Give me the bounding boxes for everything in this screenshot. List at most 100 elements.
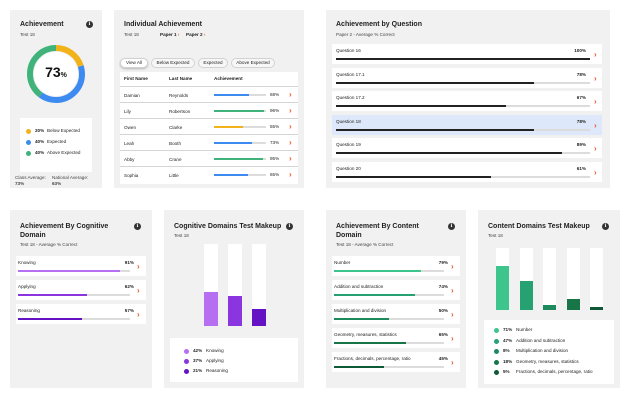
chevron-right-icon[interactable]: › — [451, 334, 454, 343]
domain-row[interactable]: Number 79% › — [332, 256, 460, 276]
legend-percent: 37% — [193, 358, 203, 363]
question-row[interactable]: Question 17.2 67% › — [332, 91, 602, 111]
score-unit: % — [60, 72, 67, 79]
domain-row[interactable]: Geometry, measures, statistics 65% › — [332, 328, 460, 348]
filter-expected[interactable]: Expected — [198, 58, 228, 68]
domain-row[interactable]: Addition and subtraction 74% › — [332, 280, 460, 300]
question-bar — [336, 175, 590, 178]
info-icon[interactable]: i — [286, 223, 293, 230]
achievement-percent: 95% — [270, 156, 280, 161]
chevron-right-icon[interactable]: › — [137, 262, 140, 271]
class-average-value: 73% — [15, 181, 25, 186]
row-divider — [120, 134, 298, 135]
paper-1-link[interactable]: Paper 1 › — [160, 32, 179, 37]
chevron-right-icon[interactable]: › — [289, 122, 292, 131]
table-row[interactable]: Abby Crane 95% › — [120, 151, 298, 167]
achievement-card: Achievement i Test 18 73% 20% Below Expec… — [10, 10, 102, 188]
domain-row[interactable]: Applying 62% › — [16, 280, 146, 300]
info-icon[interactable]: i — [448, 223, 455, 230]
domain-label: Knowing — [18, 260, 36, 265]
table-row[interactable]: Sophia Little 65% › — [120, 167, 298, 183]
domain-label: Fractions, decimals, percentage, ratio — [334, 356, 411, 361]
achievement-by-cognitive-card: Achievement By Cognitive Domain i Test 1… — [10, 210, 152, 388]
legend-label: Reasoning — [206, 368, 228, 373]
table-row[interactable]: Owen Clarke 55% › — [120, 119, 298, 135]
legend-percent: 71% — [503, 327, 513, 332]
legend-label: Addition and subtraction — [516, 337, 566, 343]
content-makeup-card: Content Domains Test Makeup i Test 18 71… — [478, 210, 620, 388]
domain-row[interactable]: Multiplication and division 50% › — [332, 304, 460, 324]
chevron-right-icon[interactable]: › — [451, 286, 454, 295]
table-row[interactable]: Lily Robertson 96% › — [120, 103, 298, 119]
makeup-column — [252, 244, 266, 326]
card-title-line-1: Achievement By Cognitive — [20, 223, 109, 230]
legend-label: Below Expected — [47, 128, 80, 133]
domain-bar — [18, 270, 130, 272]
domain-bar-fill — [334, 270, 421, 272]
header-achievement: Achievement — [214, 76, 243, 81]
domain-row[interactable]: Knowing 91% › — [16, 256, 146, 276]
chevron-right-icon[interactable]: › — [289, 138, 292, 147]
question-bar-fill — [336, 58, 590, 60]
class-average-label: Class Average: — [15, 175, 46, 180]
legend-dot — [494, 328, 499, 333]
table-row[interactable]: Damian Reynolds 68% › — [120, 87, 298, 103]
paper-2-link[interactable]: Paper 2 › — [186, 32, 205, 37]
chevron-right-icon: › — [177, 32, 180, 37]
domain-percent: 65% — [438, 332, 448, 337]
chevron-right-icon[interactable]: › — [594, 144, 597, 153]
chevron-right-icon[interactable]: › — [289, 154, 292, 163]
achievement-bar — [214, 110, 266, 112]
chevron-right-icon[interactable]: › — [289, 106, 292, 115]
table-row[interactable]: Leah Booth 73% › — [120, 135, 298, 151]
score-value: 73% — [24, 64, 88, 84]
legend-percent: 47% — [503, 337, 513, 343]
filter-above-expected[interactable]: Above Expected — [231, 58, 275, 68]
domain-bar-fill — [334, 318, 389, 320]
chevron-right-icon[interactable]: › — [137, 310, 140, 319]
chevron-right-icon[interactable]: › — [594, 50, 597, 59]
legend-percent: 8% — [503, 348, 510, 353]
question-row[interactable]: Question 19 89% › — [332, 138, 602, 158]
info-icon[interactable]: i — [134, 223, 141, 230]
question-bar — [336, 58, 590, 60]
card-title: Achievement — [20, 21, 64, 28]
domain-row[interactable]: Fractions, decimals, percentage, ratio 45… — [332, 352, 460, 372]
question-row[interactable]: Question 18 78% › — [332, 114, 602, 135]
info-icon[interactable]: i — [602, 223, 609, 230]
question-row[interactable]: Question 16 100% › — [332, 44, 602, 64]
chevron-right-icon[interactable]: › — [451, 358, 454, 367]
chevron-right-icon[interactable]: › — [594, 97, 597, 106]
info-icon[interactable]: i — [86, 21, 93, 28]
legend-percent: 40% — [35, 150, 45, 155]
question-label: Question 18 — [336, 118, 361, 124]
chevron-right-icon[interactable]: › — [594, 167, 597, 177]
achievement-bar-fill — [214, 142, 252, 144]
chevron-right-icon[interactable]: › — [289, 90, 292, 99]
filter-view-all[interactable]: View All — [120, 58, 148, 68]
achievement-legend: 20% Below Expected 40% Expected 40% Above Exp… — [20, 118, 92, 172]
domain-row[interactable]: Reasoning 57% › — [16, 304, 146, 324]
chevron-right-icon[interactable]: › — [137, 286, 140, 295]
legend-label: Number — [516, 327, 533, 332]
card-title-line-1: Achievement By Content — [336, 223, 419, 230]
filter-below-expected[interactable]: Below Expected — [151, 58, 195, 68]
achievement-bar-fill — [214, 94, 250, 96]
chevron-right-icon[interactable]: › — [289, 170, 292, 179]
question-bar-fill — [336, 81, 535, 84]
achievement-bar-fill — [214, 158, 264, 160]
chevron-right-icon[interactable]: › — [594, 120, 597, 130]
question-row[interactable]: Question 20 61% › — [332, 161, 602, 182]
chevron-right-icon[interactable]: › — [451, 310, 454, 319]
domain-percent: 45% — [438, 356, 448, 361]
card-title: Content Domains Test Makeup — [488, 223, 590, 230]
chevron-right-icon[interactable]: › — [594, 73, 597, 83]
achievement-bar — [214, 158, 266, 160]
domain-bar — [334, 294, 444, 296]
individual-achievement-card: Individual Achievement Test 18 Paper 1 ›… — [114, 10, 304, 188]
achievement-percent: 65% — [270, 172, 280, 177]
legend-dot — [26, 129, 31, 134]
question-row[interactable]: Question 17.1 78% › — [332, 67, 602, 88]
chevron-right-icon[interactable]: › — [451, 262, 454, 271]
row-divider — [120, 118, 298, 119]
